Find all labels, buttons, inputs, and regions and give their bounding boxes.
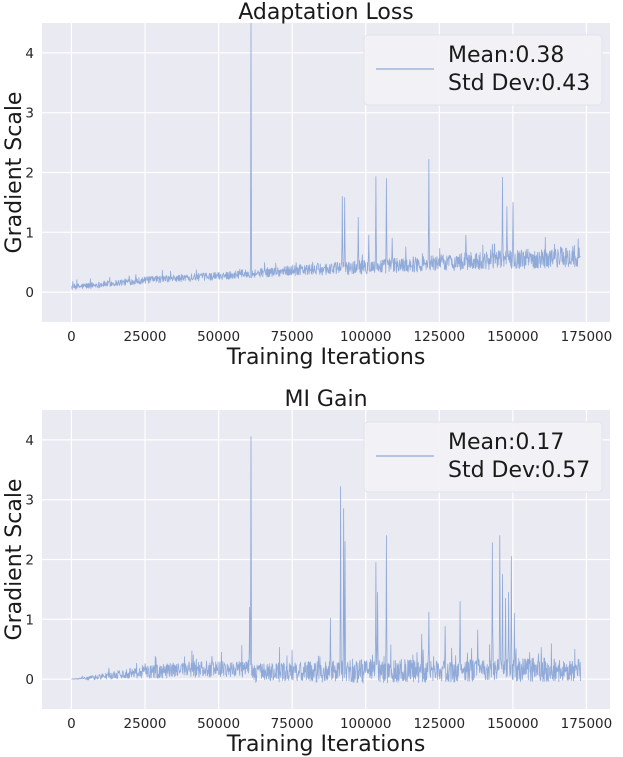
- x-axis-label: Training Iterations: [226, 732, 426, 757]
- y-tick-label: 2: [25, 553, 34, 569]
- x-tick-label: 50000: [197, 329, 240, 345]
- legend-entry: Std Dev:0.43: [448, 71, 590, 96]
- x-tick-label: 150000: [487, 716, 539, 732]
- chart-title: MI Gain: [284, 387, 367, 412]
- x-tick-label: 150000: [487, 329, 539, 345]
- legend-entry: Mean:0.17: [448, 430, 564, 455]
- legend-box: [363, 421, 603, 493]
- y-tick-label: 4: [25, 46, 34, 62]
- series-line: [71, 436, 581, 684]
- x-tick-label: 175000: [561, 716, 613, 732]
- y-tick-label: 3: [25, 106, 34, 122]
- chart-mi-gain: 0 25000 50000 75000 100000 125000 150000 175000…: [2, 387, 612, 757]
- x-tick-label: 100000: [340, 329, 392, 345]
- x-tick-label: 175000: [561, 329, 613, 345]
- y-axis-label: Gradient Scale: [2, 479, 27, 641]
- x-tick-label: 50000: [197, 716, 240, 732]
- y-tick-label: 0: [25, 672, 34, 688]
- x-tick-label: 100000: [340, 716, 392, 732]
- legend-box: [363, 34, 603, 106]
- y-axis-label: Gradient Scale: [2, 92, 27, 254]
- legend-entry: Mean:0.38: [448, 43, 564, 68]
- x-tick-label: 75000: [271, 716, 314, 732]
- x-tick-label: 25000: [124, 329, 167, 345]
- y-tick-label: 1: [25, 612, 34, 628]
- series-line: [71, 23, 581, 290]
- x-axis-label: Training Iterations: [226, 345, 426, 370]
- x-tick-label: 0: [67, 716, 76, 732]
- y-tick-label: 4: [25, 433, 34, 449]
- x-tick-label: 125000: [414, 716, 466, 732]
- y-tick-label: 3: [25, 493, 34, 509]
- y-tick-label: 1: [25, 225, 34, 241]
- y-tick-label: 0: [25, 285, 34, 301]
- x-tick-label: 25000: [124, 716, 167, 732]
- chart-adaptation-loss: 0 25000 50000 75000 100000 125000 150000 175000…: [2, 0, 612, 370]
- x-tick-label: 125000: [414, 329, 466, 345]
- y-tick-label: 2: [25, 166, 34, 182]
- x-tick-label: 75000: [271, 329, 314, 345]
- x-tick-label: 0: [67, 329, 76, 345]
- legend-entry: Std Dev:0.57: [448, 458, 590, 483]
- chart-title: Adaptation Loss: [238, 0, 414, 25]
